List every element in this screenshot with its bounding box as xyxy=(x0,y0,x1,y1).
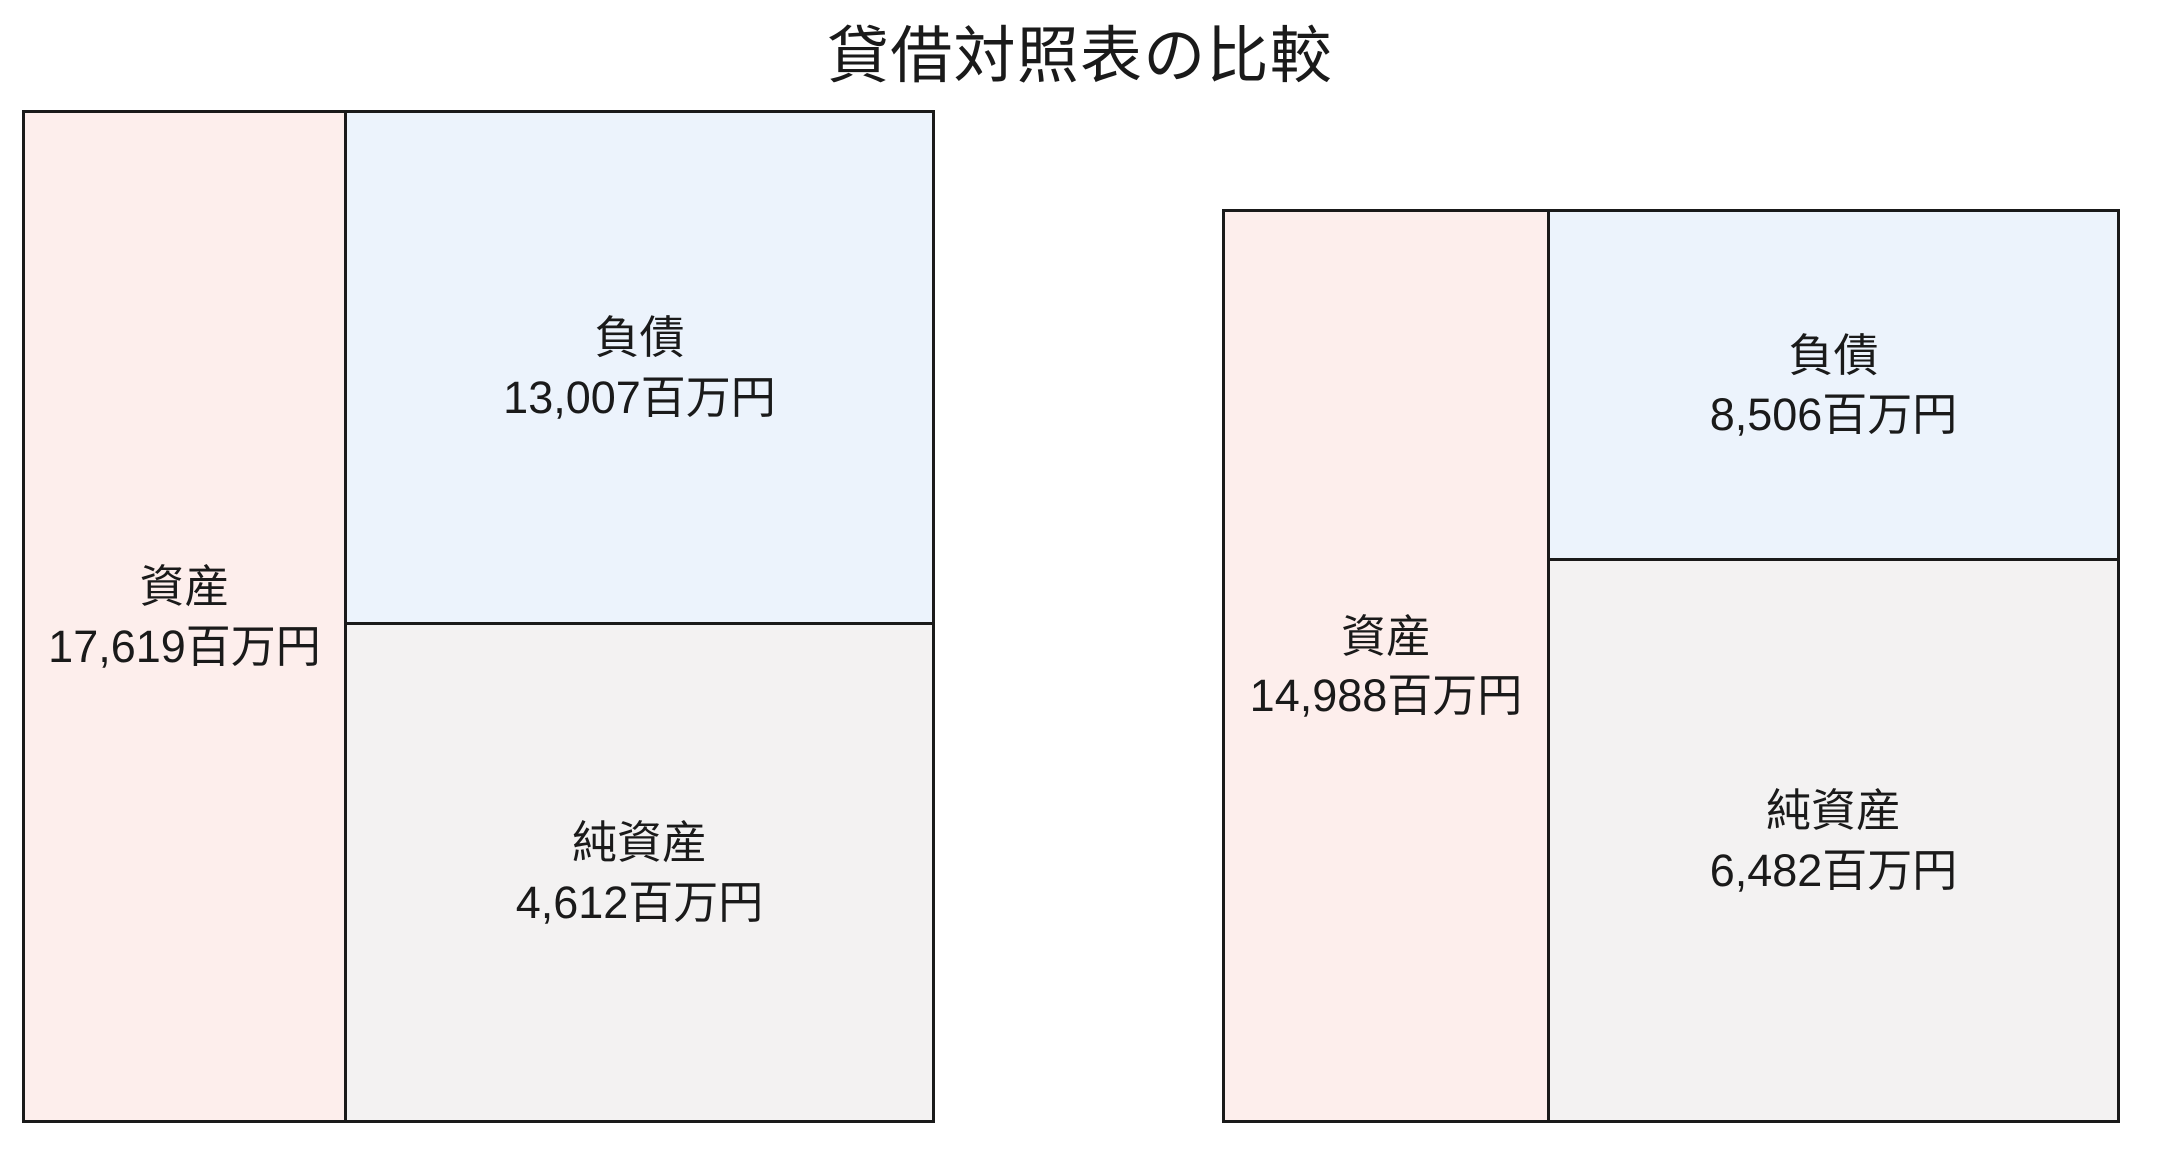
left-assets-block: 資産 17,619百万円 xyxy=(22,110,347,1123)
right-assets-amount: 14,988百万円 xyxy=(1249,670,1523,721)
left-equity-label: 純資産 4,612百万円 xyxy=(508,813,772,932)
balance-sheet-figure-right: 資産 14,988百万円 負債 8,506百万円 純資産 6,482百万円 xyxy=(1222,209,2120,1123)
left-assets-amount: 17,619百万円 xyxy=(48,620,321,672)
left-equity-amount: 4,612百万円 xyxy=(515,876,764,928)
right-equity-label: 純資産 6,482百万円 xyxy=(1702,781,1966,900)
right-liabilities-name: 負債 xyxy=(1788,329,1879,381)
left-equity-block: 純資産 4,612百万円 xyxy=(344,622,935,1123)
left-liabilities-amount: 13,007百万円 xyxy=(503,371,776,423)
left-assets-label: 資産 17,619百万円 xyxy=(40,557,329,676)
right-equity-amount: 6,482百万円 xyxy=(1709,844,1958,896)
right-liabilities-block: 負債 8,506百万円 xyxy=(1547,209,2120,561)
right-assets-name: 資産 xyxy=(1340,610,1431,662)
left-liabilities-name: 負債 xyxy=(594,312,685,364)
page-title: 貸借対照表の比較 xyxy=(827,22,1333,91)
right-equity-block: 純資産 6,482百万円 xyxy=(1547,558,2120,1123)
balance-sheet-figure-left: 資産 17,619百万円 負債 13,007百万円 純資産 4,612百万円 xyxy=(22,110,935,1123)
right-liabilities-amount: 8,506百万円 xyxy=(1709,389,1958,440)
right-equity-name: 純資産 xyxy=(1765,785,1901,837)
left-equity-name: 純資産 xyxy=(571,817,707,869)
right-assets-block: 資産 14,988百万円 xyxy=(1222,209,1550,1123)
left-liabilities-block: 負債 13,007百万円 xyxy=(344,110,935,625)
left-liabilities-label: 負債 13,007百万円 xyxy=(495,308,784,427)
right-liabilities-label: 負債 8,506百万円 xyxy=(1702,326,1966,445)
left-assets-name: 資産 xyxy=(139,561,230,613)
right-assets-label: 資産 14,988百万円 xyxy=(1242,607,1531,726)
